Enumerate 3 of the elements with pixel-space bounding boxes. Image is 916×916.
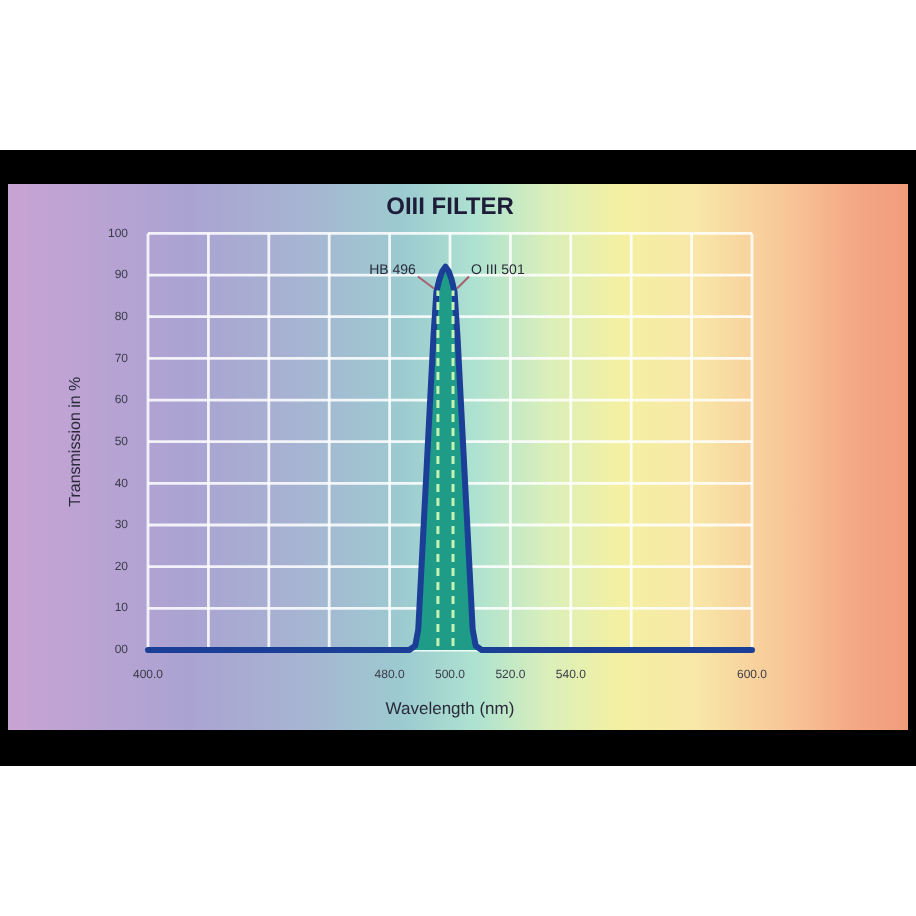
x-axis-title: Wavelength (nm) [385, 698, 515, 718]
y-axis-title: Transmission in % [66, 376, 84, 507]
chart-title: OIII FILTER [386, 192, 515, 220]
